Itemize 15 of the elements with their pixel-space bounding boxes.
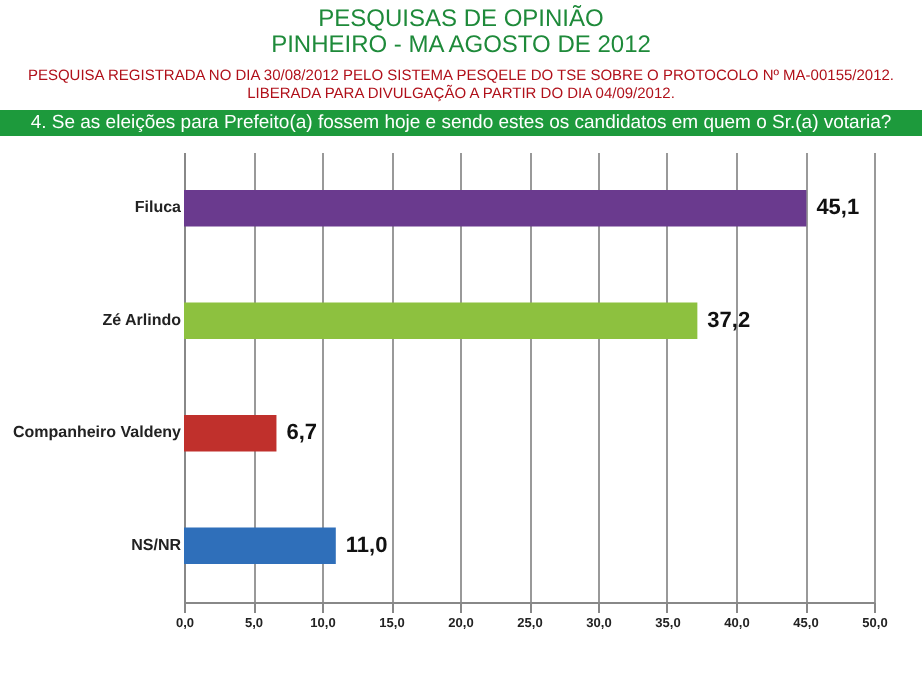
y-tick-label: Companheiro Valdeny	[12, 423, 183, 442]
y-tick-label: Filuca	[134, 198, 183, 217]
bar	[184, 190, 807, 227]
chart-title: PESQUISAS DE OPINIÃO	[316, 4, 606, 32]
data-label: 6,7	[286, 421, 318, 446]
data-label: 11,0	[345, 533, 388, 558]
bar	[184, 527, 336, 564]
chart-subtitle: PINHEIRO - MA AGOSTO DE 2012	[269, 30, 653, 58]
bar	[184, 302, 698, 339]
text: 4. Se as eleições para Prefeito(a) fossem hoje e sendo estes os candidatos em quem o Sr.(a) votaria?	[0, 110, 922, 136]
data-label: 45,1	[816, 196, 860, 221]
data-label: 37,2	[707, 308, 751, 333]
y-tick-label: NS/NR	[131, 535, 182, 554]
bar	[184, 415, 277, 452]
y-tick-label: Zé Arlindo	[102, 310, 182, 329]
